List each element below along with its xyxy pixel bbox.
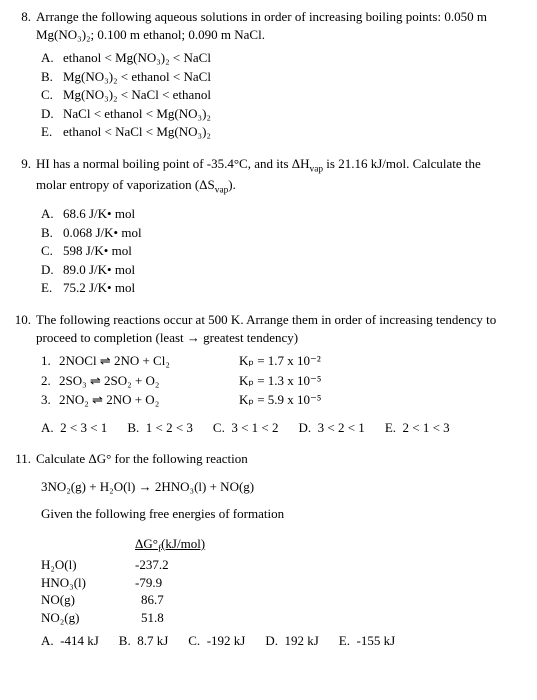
q9-opt-c: 598 J/K• mol bbox=[63, 242, 525, 260]
q9-opt-d: 89.0 J/K• mol bbox=[63, 261, 525, 279]
opt-label: C. bbox=[41, 242, 63, 260]
q10-stem-line2: proceed to completion (least → greatest … bbox=[36, 329, 525, 347]
q11-number: 11. bbox=[12, 450, 36, 468]
gf-value: 86.7 bbox=[135, 591, 164, 609]
gf-value: 51.8 bbox=[135, 609, 164, 627]
gf-header: ΔG°f(kJ/mol) bbox=[135, 535, 205, 556]
kp-3: Kₚ = 5.9 x 10⁻⁵ bbox=[239, 391, 321, 409]
rxn-num: 1. bbox=[41, 352, 59, 370]
question-8: 8. Arrange the following aqueous solutio… bbox=[12, 8, 525, 141]
question-9: 9. HI has a normal boiling point of -35.… bbox=[12, 155, 525, 297]
q8-opt-e: ethanol < NaCl < Mg(NO₃)₂ bbox=[63, 123, 525, 141]
gf-value: -79.9 bbox=[135, 574, 162, 592]
gf-species: NO₂(g) bbox=[41, 609, 135, 627]
q9-opt-e: 75.2 J/K• mol bbox=[63, 279, 525, 297]
q8-stem-line2: Mg(NO₃)₂; 0.100 m ethanol; 0.090 m NaCl. bbox=[36, 26, 525, 44]
gf-species: HNO₃(l) bbox=[41, 574, 135, 592]
q8-opt-c: Mg(NO₃)₂ < NaCl < ethanol bbox=[63, 86, 525, 104]
question-10: 10. The following reactions occur at 500… bbox=[12, 311, 525, 436]
q11-opt-e: E. -155 kJ bbox=[339, 632, 395, 650]
q10-opt-a: A. 2 < 3 < 1 bbox=[41, 419, 107, 437]
q11-opt-a: A. -414 kJ bbox=[41, 632, 99, 650]
rxn-2: 2SO₃ ⇌ 2SO₂ + O₂ bbox=[59, 372, 239, 390]
q11-given: Given the following free energies of for… bbox=[41, 505, 525, 523]
q9-opt-a: 68.6 J/K• mol bbox=[63, 205, 525, 223]
gf-value: -237.2 bbox=[135, 556, 169, 574]
gf-species: H₂O(l) bbox=[41, 556, 135, 574]
q9-stem-line2: molar entropy of vaporization (ΔSvap). bbox=[36, 176, 525, 197]
opt-label: B. bbox=[41, 68, 63, 86]
rxn-num: 2. bbox=[41, 372, 59, 390]
opt-label: A. bbox=[41, 205, 63, 223]
q9-opt-b: 0.068 J/K• mol bbox=[63, 224, 525, 242]
q10-number: 10. bbox=[12, 311, 36, 346]
q10-opt-b: B. 1 < 2 < 3 bbox=[127, 419, 193, 437]
opt-label: C. bbox=[41, 86, 63, 104]
q10-opt-c: C. 3 < 1 < 2 bbox=[213, 419, 279, 437]
q11-stem: Calculate ΔG° for the following reaction bbox=[36, 450, 525, 468]
q8-opt-d: NaCl < ethanol < Mg(NO₃)₂ bbox=[63, 105, 525, 123]
opt-label: E. bbox=[41, 279, 63, 297]
opt-label: D. bbox=[41, 261, 63, 279]
rxn-1: 2NOCl ⇌ 2NO + Cl₂ bbox=[59, 352, 239, 370]
rxn-3: 2NO₂ ⇌ 2NO + O₂ bbox=[59, 391, 239, 409]
kp-2: Kₚ = 1.3 x 10⁻⁵ bbox=[239, 372, 321, 390]
gf-species: NO(g) bbox=[41, 591, 135, 609]
q8-stem-line1: Arrange the following aqueous solutions … bbox=[36, 8, 525, 26]
kp-1: Kₚ = 1.7 x 10⁻² bbox=[239, 352, 321, 370]
q10-opt-d: D. 3 < 2 < 1 bbox=[299, 419, 365, 437]
q10-stem-line1: The following reactions occur at 500 K. … bbox=[36, 311, 525, 329]
opt-label: D. bbox=[41, 105, 63, 123]
question-11: 11. Calculate ΔG° for the following reac… bbox=[12, 450, 525, 650]
q8-opt-b: Mg(NO₃)₂ < ethanol < NaCl bbox=[63, 68, 525, 86]
q10-opt-e: E. 2 < 1 < 3 bbox=[385, 419, 450, 437]
q9-stem-line1: HI has a normal boiling point of -35.4°C… bbox=[36, 155, 525, 176]
q8-number: 8. bbox=[12, 8, 36, 43]
opt-label: B. bbox=[41, 224, 63, 242]
opt-label: A. bbox=[41, 49, 63, 67]
opt-label: E. bbox=[41, 123, 63, 141]
q9-number: 9. bbox=[12, 155, 36, 197]
q8-opt-a: ethanol < Mg(NO₃)₂ < NaCl bbox=[63, 49, 525, 67]
q11-reaction: 3NO₂(g) + H₂O(l) → 2HNO₃(l) + NO(g) bbox=[41, 478, 525, 496]
q11-opt-b: B. 8.7 kJ bbox=[119, 632, 168, 650]
q11-opt-d: D. 192 kJ bbox=[265, 632, 318, 650]
q11-opt-c: C. -192 kJ bbox=[188, 632, 245, 650]
rxn-num: 3. bbox=[41, 391, 59, 409]
